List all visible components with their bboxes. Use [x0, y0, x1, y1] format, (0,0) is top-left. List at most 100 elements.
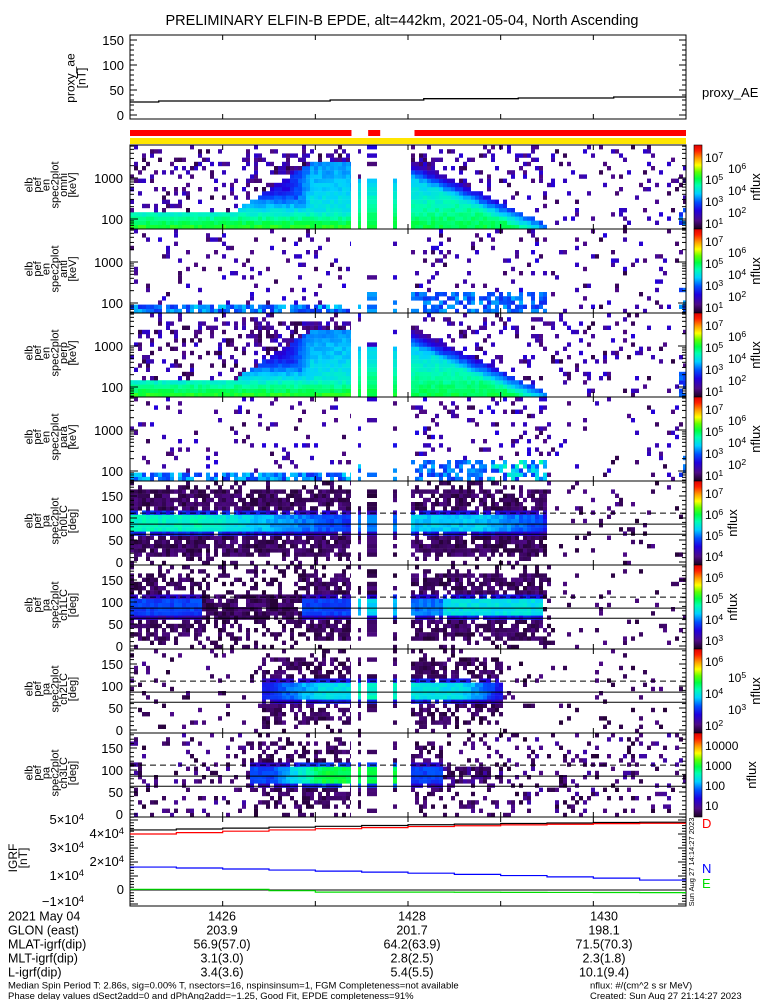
heatmap-cell [270, 451, 274, 456]
heatmap-cell [230, 304, 234, 309]
heatmap-cell [178, 317, 182, 322]
heatmap-cell [186, 376, 190, 381]
heatmap-cell [250, 371, 254, 377]
heatmap-cell [146, 527, 150, 532]
heatmap-cell [166, 502, 170, 507]
heatmap-cell [250, 296, 254, 301]
heatmap-cell [282, 153, 286, 158]
heatmap-cell [278, 464, 282, 469]
heatmap-cell [166, 405, 170, 410]
heatmap-cell [326, 388, 330, 393]
heatmap-cell [447, 216, 451, 221]
heatmap-cell [579, 321, 583, 326]
heatmap-cell [218, 384, 222, 389]
heatmap-cell [415, 296, 419, 301]
heatmap-cell [342, 355, 346, 360]
heatmap-cell [198, 535, 202, 540]
heatmap-cell [539, 539, 543, 545]
heatmap-cell [346, 350, 350, 356]
heatmap-cell [635, 430, 639, 435]
heatmap-cell [290, 472, 294, 477]
heatmap-cell [258, 342, 262, 347]
heatmap-cell [250, 493, 254, 498]
heatmap-cell [274, 304, 278, 309]
heatmap-cell [130, 212, 134, 217]
heatmap-cell [467, 191, 471, 196]
heatmap-cell [238, 371, 242, 377]
heatmap-cell [350, 518, 351, 524]
heatmap-cell [234, 523, 238, 528]
heatmap-cell [154, 405, 158, 410]
heatmap-cell [563, 153, 567, 158]
heatmap-cell [603, 182, 607, 188]
spectrogram-panel-ch1LC [130, 565, 686, 650]
heatmap-cell [639, 346, 643, 351]
heatmap-cell [342, 199, 346, 204]
heatmap-cell [166, 224, 170, 230]
heatmap-cell [535, 304, 539, 309]
heatmap-cell [487, 233, 491, 238]
heatmap-cell [290, 182, 294, 188]
heatmap-cell [338, 371, 342, 377]
heatmap-cell [330, 392, 334, 398]
heatmap-cell [447, 552, 451, 557]
heatmap-cell [302, 170, 306, 175]
heatmap-cell [367, 380, 377, 385]
heatmap-cell [471, 283, 475, 288]
heatmap-cell [455, 355, 459, 360]
heatmap-cell [194, 472, 198, 477]
heatmap-cell [234, 380, 238, 385]
heatmap-cell [286, 548, 290, 553]
heatmap-cell [415, 359, 419, 364]
heatmap-cell [286, 195, 290, 200]
heatmap-cell [242, 224, 246, 230]
heatmap-cell [270, 313, 274, 318]
heatmap-cell [282, 367, 286, 372]
heatmap-cell [206, 506, 210, 511]
heatmap-cell [218, 388, 222, 393]
heatmap-cell [419, 548, 423, 553]
heatmap-cell [423, 166, 427, 171]
heatmap-cell [519, 556, 523, 561]
heatmap-cell [278, 489, 282, 494]
heatmap-cell [234, 220, 238, 225]
heatmap-cell [459, 535, 463, 540]
heatmap-cell [475, 380, 479, 385]
heatmap-cell [346, 510, 350, 515]
heatmap-cell [142, 586, 146, 591]
heatmap-cell [655, 279, 659, 284]
heatmap-cell [439, 250, 443, 255]
heatmap-cell [511, 388, 515, 393]
heatmap-cell [238, 212, 242, 217]
heatmap-cell [507, 493, 511, 498]
heatmap-cell [202, 388, 206, 393]
heatmap-cell [294, 170, 298, 175]
heatmap-cell [142, 493, 146, 498]
heatmap-cell [447, 224, 451, 230]
heatmap-cell [443, 308, 447, 314]
heatmap-cell [290, 195, 294, 200]
heatmap-cell [519, 493, 523, 498]
heatmap-cell [254, 178, 258, 183]
heatmap-cell [286, 178, 290, 183]
heatmap-cell [214, 506, 218, 511]
heatmap-cell [134, 266, 138, 272]
heatmap-cell [250, 216, 254, 221]
heatmap-cell [491, 531, 495, 536]
heatmap-cell [190, 304, 194, 309]
heatmap-cell [527, 376, 531, 381]
heatmap-cell [447, 476, 451, 482]
heatmap-cell [475, 535, 479, 540]
heatmap-cell [302, 392, 306, 398]
heatmap-cell [238, 405, 242, 410]
heatmap-cell [435, 220, 439, 225]
heatmap-cell [154, 380, 158, 385]
heatmap-cell [250, 275, 254, 280]
heatmap-cell [459, 489, 463, 494]
heatmap-cell [294, 527, 298, 532]
heatmap-cell [222, 161, 226, 167]
heatmap-cell [302, 195, 306, 200]
heatmap-cell [322, 187, 326, 192]
heatmap-cell [495, 216, 499, 221]
heatmap-cell [334, 418, 338, 423]
